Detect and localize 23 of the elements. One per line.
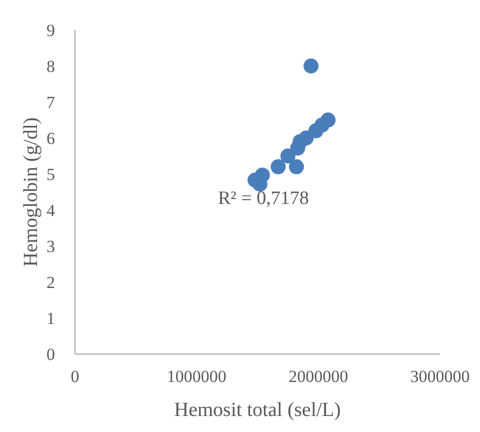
y-tick-label: 1	[46, 309, 55, 328]
y-tick-label: 7	[46, 93, 56, 112]
x-axis-title: Hemosit total (sel/L)	[174, 399, 341, 421]
y-tick-label: 0	[46, 345, 55, 364]
x-tick-label: 3000000	[410, 367, 470, 386]
point	[290, 140, 306, 156]
y-tick-label: 5	[46, 165, 55, 184]
y-tick-label: 2	[46, 273, 55, 292]
annotation: R² = 0,7178	[218, 188, 309, 210]
y-axis-title: Hemoglobin (g/dl)	[20, 117, 42, 267]
x-tick-label: 0	[70, 367, 80, 386]
y-tick-label: 4	[46, 201, 56, 220]
point	[280, 148, 296, 164]
x-tick-label: 1000000	[166, 367, 226, 386]
x-tick-label: 2000000	[288, 367, 348, 386]
point	[304, 58, 319, 74]
point	[270, 159, 286, 174]
point	[288, 159, 304, 174]
y-tick-label: 3	[46, 237, 55, 256]
y-tick-label: 6	[46, 129, 55, 148]
y-tick-label: 9	[46, 21, 55, 40]
y-tick-label: 8	[46, 57, 55, 76]
point	[308, 123, 324, 138]
